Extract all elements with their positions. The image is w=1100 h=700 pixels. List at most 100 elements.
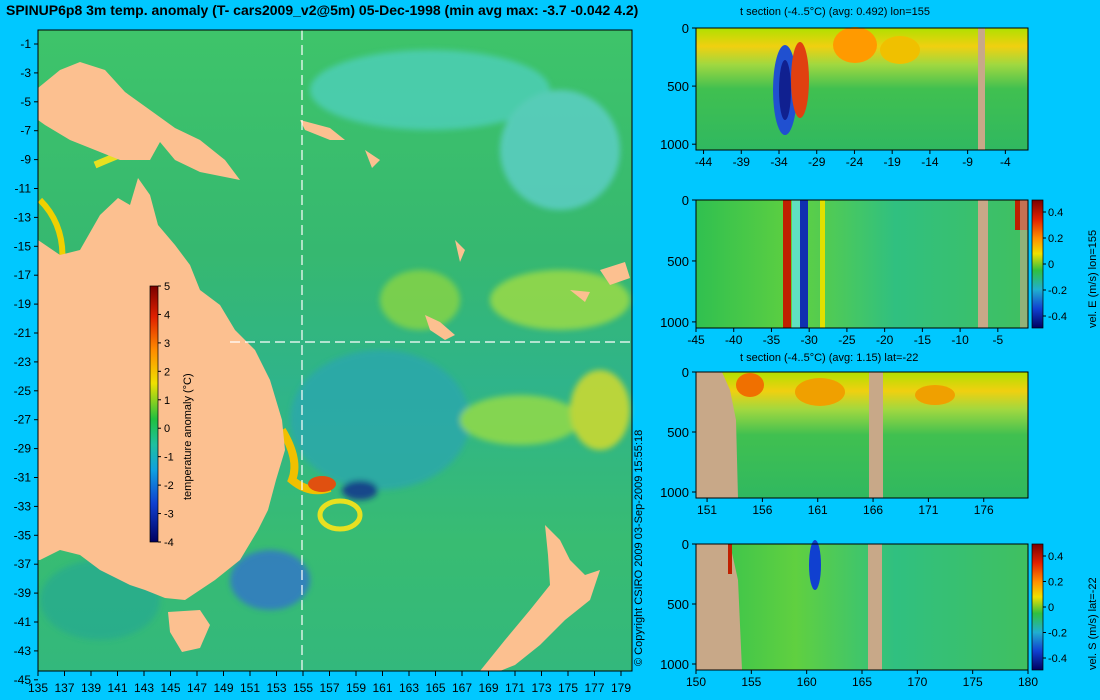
colorbar-tick-label: 0.2 bbox=[1048, 233, 1063, 245]
x-tick-label: -14 bbox=[921, 155, 939, 169]
lat-tick-label: -35 bbox=[14, 528, 32, 542]
lat-tick-label: -3 bbox=[20, 66, 31, 80]
lon-tick-label: 169 bbox=[478, 681, 498, 695]
x-tick-label: -10 bbox=[951, 333, 969, 347]
lat-tick-label: -13 bbox=[14, 210, 32, 224]
colorbar-tick-label: 0 bbox=[1048, 602, 1054, 614]
panel2-plot bbox=[695, 199, 1029, 329]
x-tick-label: 156 bbox=[752, 503, 772, 517]
land-png bbox=[38, 62, 240, 180]
x-tick-label: -44 bbox=[695, 155, 713, 169]
lon-tick-label: 165 bbox=[425, 681, 445, 695]
land-new-caledonia bbox=[425, 315, 455, 340]
colorbar-tick-label: 0.2 bbox=[1048, 577, 1063, 589]
lon-tick-label: 163 bbox=[399, 681, 419, 695]
lat-tick-label: -45 bbox=[14, 673, 32, 687]
colorbar-tick-label: 0 bbox=[1048, 259, 1054, 271]
lat-tick-label: -9 bbox=[20, 153, 31, 167]
lat-tick-label: -17 bbox=[14, 268, 32, 282]
lon-tick-label: 147 bbox=[187, 681, 207, 695]
page-title: SPINUP6p8 3m temp. anomaly (T- cars2009_… bbox=[6, 2, 639, 18]
lon-tick-label: 139 bbox=[81, 681, 101, 695]
lon-tick-label: 143 bbox=[134, 681, 154, 695]
map-colorbar-label: temperature anomaly (°C) bbox=[182, 373, 194, 500]
x-tick-label: 165 bbox=[852, 675, 872, 689]
panel2-colorbar bbox=[1031, 199, 1044, 329]
land-new-zealand bbox=[480, 525, 600, 671]
lat-tick-label: -5 bbox=[20, 95, 31, 109]
panel3-title: t section (-4..5°C) (avg: 1.15) lat=-22 bbox=[740, 352, 919, 364]
x-tick-label: -9 bbox=[962, 155, 973, 169]
land-australia bbox=[38, 178, 285, 600]
colorbar-tick-label: -0.2 bbox=[1048, 285, 1067, 297]
x-tick-label: -30 bbox=[801, 333, 819, 347]
lon-tick-label: 153 bbox=[266, 681, 286, 695]
lat-axis: -1 -3 -5 -7 -9 -11 -13 -15 -17 -19 -21 -23 -25 -27 -29… bbox=[14, 37, 38, 687]
lat-tick-label: -39 bbox=[14, 586, 32, 600]
panel4-colorbar bbox=[1031, 543, 1044, 671]
depth-tick-label: 1000 bbox=[660, 137, 689, 152]
panel4-plot bbox=[695, 540, 1029, 671]
colorbar-tick-label: 0.4 bbox=[1048, 207, 1063, 219]
x-tick-label: -45 bbox=[687, 333, 705, 347]
panel4-colorbar-label: vel. S (m/s) lat=-22 bbox=[1087, 577, 1099, 670]
x-tick-label: 171 bbox=[918, 503, 938, 517]
panel1-plot bbox=[695, 27, 1029, 151]
depth-tick-label: 500 bbox=[667, 254, 689, 269]
x-tick-label: 166 bbox=[863, 503, 883, 517]
lon-tick-label: 167 bbox=[452, 681, 472, 695]
lat-tick-label: -21 bbox=[14, 326, 32, 340]
colorbar-tick-label: -1 bbox=[164, 452, 174, 464]
lat-tick-label: -25 bbox=[14, 384, 32, 398]
x-tick-label: -39 bbox=[733, 155, 751, 169]
lat-tick-label: -19 bbox=[14, 297, 32, 311]
land-tasmania bbox=[168, 610, 210, 652]
colorbar-tick-label: -0.4 bbox=[1048, 653, 1067, 665]
lon-axis: 135 137 139 141 143 145 147 149 151 153 155 157 159 1… bbox=[28, 671, 631, 695]
colorbar-tick-label: 0.4 bbox=[1048, 551, 1063, 563]
lon-tick-label: 149 bbox=[213, 681, 233, 695]
x-tick-label: 161 bbox=[808, 503, 828, 517]
x-tick-label: -24 bbox=[846, 155, 864, 169]
x-tick-label: -5 bbox=[992, 333, 1003, 347]
depth-tick-label: 0 bbox=[682, 21, 689, 36]
lat-tick-label: -15 bbox=[14, 239, 32, 253]
anomaly-map: -1-3-5-7-9-11-13-15-17-19-21-23-25-27-29… bbox=[14, 29, 633, 695]
colorbar-tick-label: -0.2 bbox=[1048, 628, 1067, 640]
depth-tick-label: 1000 bbox=[660, 657, 689, 672]
panel3-plot bbox=[695, 371, 1029, 499]
x-tick-label: 150 bbox=[686, 675, 706, 689]
x-tick-label: 175 bbox=[963, 675, 983, 689]
depth-tick-label: 0 bbox=[682, 365, 689, 380]
colorbar-tick-label: 3 bbox=[164, 338, 170, 350]
panel1-title: t section (-4..5°C) (avg: 0.492) lon=155 bbox=[740, 6, 930, 18]
lon-tick-label: 159 bbox=[346, 681, 366, 695]
x-tick-label: 160 bbox=[797, 675, 817, 689]
colorbar-tick-label: -2 bbox=[164, 480, 174, 492]
x-tick-label: 176 bbox=[974, 503, 994, 517]
x-tick-label: -29 bbox=[808, 155, 826, 169]
x-tick-label: 170 bbox=[907, 675, 927, 689]
depth-tick-label: 1000 bbox=[660, 315, 689, 330]
depth-tick-label: 1000 bbox=[660, 485, 689, 500]
x-tick-label: 180 bbox=[1018, 675, 1038, 689]
lon-tick-label: 177 bbox=[584, 681, 604, 695]
lon-tick-label: 141 bbox=[107, 681, 127, 695]
lat-tick-label: -23 bbox=[14, 355, 32, 369]
lon-tick-label: 135 bbox=[28, 681, 48, 695]
lon-tick-label: 137 bbox=[54, 681, 74, 695]
lon-tick-label: 175 bbox=[558, 681, 578, 695]
lat-tick-label: -41 bbox=[14, 615, 32, 629]
colorbar-tick-label: 0 bbox=[164, 423, 170, 435]
colorbar-tick-label: 1 bbox=[164, 395, 170, 407]
depth-tick-label: 500 bbox=[667, 425, 689, 440]
colorbar-tick-label: -0.4 bbox=[1048, 311, 1067, 323]
lat-tick-label: -33 bbox=[14, 499, 32, 513]
x-tick-label: -35 bbox=[763, 333, 781, 347]
lon-tick-label: 157 bbox=[319, 681, 339, 695]
lon-tick-label: 171 bbox=[505, 681, 525, 695]
map-colorbar-ticks: 5 4 3 2 1 0 -1 -2 -3 -4 bbox=[158, 281, 174, 549]
x-tick-label: 155 bbox=[741, 675, 761, 689]
depth-tick-label: 500 bbox=[667, 79, 689, 94]
